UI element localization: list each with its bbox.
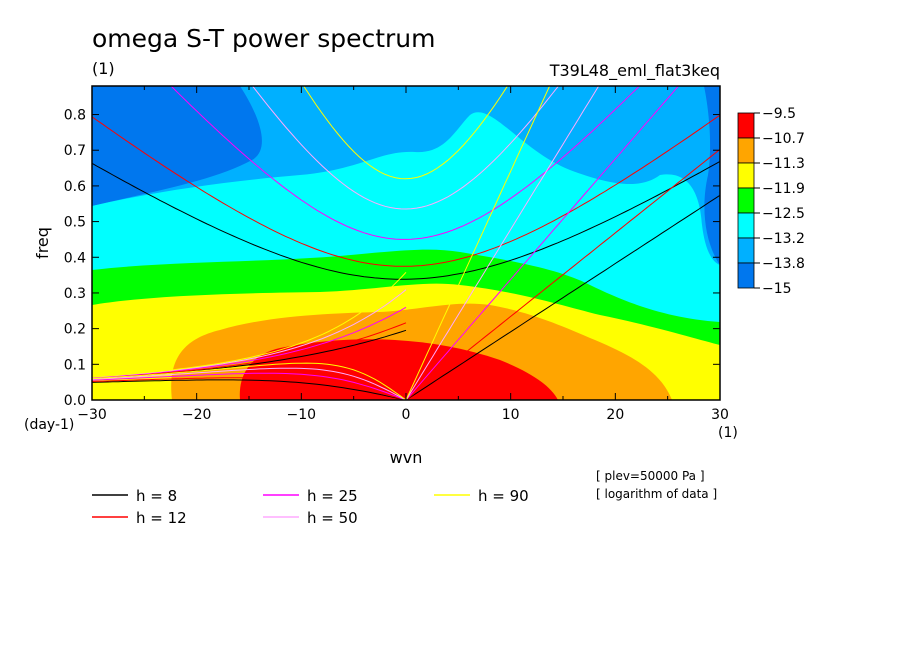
legend: h = 8 h = 12 h = 25 h = 50 h = 90 xyxy=(92,487,529,527)
legend-label: h = 25 xyxy=(307,487,358,505)
colorbar-swatch xyxy=(737,162,755,189)
note-log: [ logarithm of data ] xyxy=(596,487,717,501)
y-tick-label: 0.4 xyxy=(64,250,86,266)
curve-kelvin-h12 xyxy=(405,148,720,400)
legend-label: h = 90 xyxy=(478,487,529,505)
colorbar-swatch xyxy=(737,112,755,139)
axis-ticks: −30 −20 −10 0 10 20 30 0.0 0.1 0.2 0.3 0.4 0.5 0.6 0.7… xyxy=(64,86,729,423)
curve-ig1-h50 xyxy=(251,86,560,210)
colorbar-label: −13.2 xyxy=(762,231,805,247)
x-tick-label: −20 xyxy=(182,407,212,423)
x-tick-label: 30 xyxy=(711,407,729,423)
curve-ig1-h12 xyxy=(92,114,720,267)
curve-rossby-h50 xyxy=(92,367,407,400)
y-tick-label: 0.7 xyxy=(64,143,86,159)
x-tick-label: 10 xyxy=(502,407,520,423)
note-plev: [ plev=50000 Pa ] xyxy=(596,469,705,483)
x-tick-label: −10 xyxy=(287,407,317,423)
legend-label: h = 8 xyxy=(136,487,177,505)
y-tick-label: 0.2 xyxy=(64,322,86,338)
y-axis-label: freq xyxy=(33,227,52,259)
y-tick-label: 0.8 xyxy=(64,108,86,124)
colorbar-label: −12.5 xyxy=(762,206,805,222)
colorbar-label: −11.9 xyxy=(762,181,805,197)
curve-kelvin-h25 xyxy=(405,86,680,400)
y-tick-label: 0.3 xyxy=(64,286,86,302)
y-tick-label: 0.0 xyxy=(64,393,86,409)
legend-label: h = 50 xyxy=(307,509,358,527)
colorbar-swatch xyxy=(737,262,755,289)
curve-ig1-h8 xyxy=(92,160,720,280)
colorbar-label: −13.8 xyxy=(762,256,805,272)
x-tick-label: −30 xyxy=(77,407,107,423)
colorbar-swatch xyxy=(737,237,755,264)
colorbar-swatch xyxy=(737,137,755,164)
colorbar: −9.5 −10.7 −11.3 −11.9 −12.5 −13.2 −13.8 −15 xyxy=(737,106,805,297)
plot-area xyxy=(92,86,720,400)
curve-mrg-h25 xyxy=(92,306,407,379)
curve-mrg-h90 xyxy=(92,271,407,378)
colorbar-label: −11.3 xyxy=(762,156,805,172)
curve-rossby-h12 xyxy=(92,377,407,400)
x-tick-label: 20 xyxy=(606,407,624,423)
legend-label: h = 12 xyxy=(136,509,187,527)
colorbar-label: −15 xyxy=(762,281,792,297)
curve-kelvin-h8 xyxy=(405,194,720,400)
curve-kelvin-h90 xyxy=(405,86,551,400)
colorbar-label: −10.7 xyxy=(762,131,805,147)
chart-subtitle-right: T39L48_eml_flat3keq xyxy=(549,61,720,81)
colorbar-label: −9.5 xyxy=(762,106,796,122)
curve-ig1-h25 xyxy=(170,86,641,240)
chart-title: omega S-T power spectrum xyxy=(92,24,436,53)
colorbar-swatch xyxy=(737,187,755,214)
curve-rossby-h90 xyxy=(92,362,407,400)
x-axis-label: wvn xyxy=(390,448,423,467)
x-units-label: (1) xyxy=(718,425,738,441)
colorbar-swatch xyxy=(737,212,755,239)
curve-ig1-h90 xyxy=(303,86,509,180)
y-tick-label: 0.5 xyxy=(64,215,86,231)
curve-rossby-h8 xyxy=(92,379,407,400)
curve-rossby-h25 xyxy=(92,372,407,400)
chart-subtitle-left: (1) xyxy=(92,59,115,78)
curve-kelvin-h50 xyxy=(405,86,600,400)
curve-mrg-h12 xyxy=(92,322,407,379)
y-tick-label: 0.1 xyxy=(64,357,86,373)
x-tick-label: 0 xyxy=(402,407,411,423)
y-units-label: (day-1) xyxy=(24,417,74,433)
dispersion-curves xyxy=(92,86,720,400)
y-tick-label: 0.6 xyxy=(64,179,86,195)
